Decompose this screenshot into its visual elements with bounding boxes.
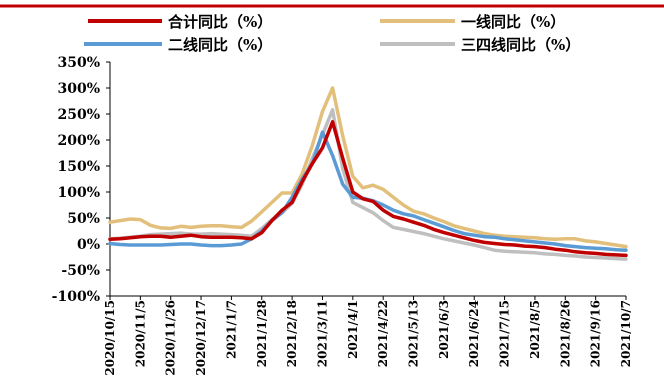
y-tick-label: -100%: [52, 289, 100, 305]
x-tick-label: 2021/2/18: [285, 300, 299, 367]
x-tick-label: 2021/6/24: [467, 300, 481, 367]
y-tick-label: 150%: [57, 159, 100, 175]
x-tick-label: 2021/7/15: [498, 300, 512, 367]
legend: 合计同比（%） 一线同比（%） 二线同比（%） 三四线同比（%）: [84, 13, 580, 54]
axes: -100% -50% 0% 50% 100% 150% 200% 250% 300% 350% 20…: [52, 55, 633, 376]
legend-item-tier34: 三四线同比（%）: [380, 36, 580, 54]
y-tick-label: 200%: [57, 133, 100, 149]
x-tick-label: 2021/4/22: [376, 300, 390, 367]
legend-label-tier1: 一线同比（%）: [461, 13, 565, 31]
x-tick-label: 2021/4/1: [346, 300, 360, 359]
y-tick-label: 0%: [77, 237, 100, 253]
x-tick-label: 2021/8/26: [558, 300, 572, 367]
y-tick-label: 250%: [57, 107, 100, 123]
x-tick-label: 2021/8/5: [528, 300, 542, 359]
x-tick-label: 2021/5/13: [407, 300, 421, 367]
legend-label-tier34: 三四线同比（%）: [461, 36, 580, 54]
series-line-tier34: [108, 108, 628, 261]
legend-item-tier1: 一线同比（%）: [380, 13, 565, 31]
series-line-tier1: [108, 86, 628, 249]
x-tick-label: 2020/11/26: [164, 300, 178, 376]
x-tick-label: 2021/10/7: [619, 300, 633, 367]
legend-item-tier2: 二线同比（%）: [84, 36, 272, 54]
series-line-total: [108, 120, 628, 258]
x-tick-label: 2021/6/3: [437, 300, 451, 359]
y-tick-label: 100%: [57, 185, 100, 201]
x-tick-label: 2020/10/15: [103, 300, 117, 376]
legend-label-tier2: 二线同比（%）: [168, 36, 272, 54]
y-tick-label: 300%: [57, 81, 100, 97]
x-tick-label: 2020/12/17: [194, 300, 208, 376]
x-tick-label: 2021/3/11: [315, 300, 329, 367]
legend-item-total: 合计同比（%）: [88, 13, 272, 31]
x-tick-label: 2021/1/28: [255, 300, 269, 367]
y-tick-label: 350%: [57, 55, 100, 71]
plot-lines: [108, 86, 628, 261]
legend-label-total: 合计同比（%）: [167, 13, 272, 31]
x-tick-label: 2021/1/7: [224, 300, 238, 359]
x-tick-label: 2020/11/5: [133, 300, 147, 367]
y-tick-label: 50%: [67, 211, 100, 227]
x-tick-label: 2021/9/16: [589, 300, 603, 367]
y-tick-label: -50%: [61, 263, 100, 279]
